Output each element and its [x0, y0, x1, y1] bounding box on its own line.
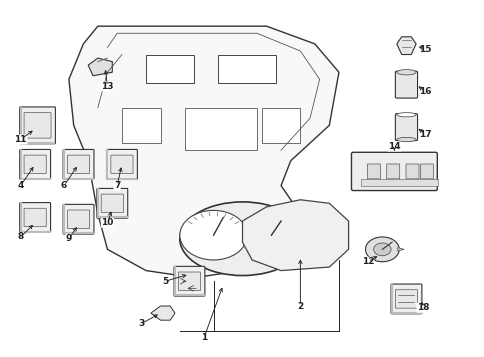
FancyBboxPatch shape	[394, 114, 417, 141]
FancyBboxPatch shape	[24, 155, 46, 174]
FancyBboxPatch shape	[63, 150, 94, 179]
Text: 7: 7	[114, 181, 120, 190]
Bar	[121, 108, 160, 143]
FancyBboxPatch shape	[111, 155, 133, 174]
FancyBboxPatch shape	[24, 208, 46, 227]
Bar	[218, 55, 276, 83]
Text: 9: 9	[65, 234, 72, 243]
Text: 16: 16	[419, 87, 431, 96]
Text: 11: 11	[15, 135, 27, 144]
Bar	[360, 179, 437, 186]
Text: 6: 6	[61, 181, 67, 190]
Ellipse shape	[396, 137, 415, 142]
FancyBboxPatch shape	[67, 210, 90, 228]
Text: 4: 4	[17, 181, 24, 190]
Text: 15: 15	[419, 45, 431, 54]
FancyBboxPatch shape	[106, 150, 137, 179]
Text: 17: 17	[419, 130, 431, 139]
FancyBboxPatch shape	[390, 284, 421, 314]
FancyBboxPatch shape	[20, 150, 50, 179]
Ellipse shape	[396, 112, 415, 117]
Text: 1: 1	[200, 333, 207, 342]
FancyBboxPatch shape	[420, 164, 433, 179]
Text: 5: 5	[162, 277, 168, 286]
FancyBboxPatch shape	[20, 107, 55, 144]
Text: 3: 3	[138, 319, 144, 328]
Circle shape	[242, 214, 300, 256]
FancyBboxPatch shape	[97, 188, 127, 218]
Ellipse shape	[180, 202, 304, 276]
Polygon shape	[69, 26, 338, 278]
Text: 13: 13	[101, 82, 113, 91]
Text: 14: 14	[387, 142, 400, 151]
FancyBboxPatch shape	[394, 290, 417, 308]
Polygon shape	[88, 58, 112, 76]
Circle shape	[365, 237, 398, 262]
FancyBboxPatch shape	[63, 204, 94, 234]
FancyBboxPatch shape	[367, 164, 379, 179]
FancyBboxPatch shape	[394, 71, 417, 98]
FancyBboxPatch shape	[405, 164, 418, 179]
Text: 12: 12	[361, 257, 373, 266]
Text: 2: 2	[297, 302, 303, 311]
Bar	[261, 108, 300, 143]
Polygon shape	[396, 37, 415, 55]
Polygon shape	[397, 247, 403, 251]
Polygon shape	[242, 200, 348, 271]
FancyBboxPatch shape	[351, 152, 437, 191]
Bar	[184, 108, 257, 150]
Circle shape	[373, 243, 390, 256]
FancyBboxPatch shape	[24, 112, 51, 138]
Text: 8: 8	[17, 232, 24, 241]
Text: 10: 10	[101, 218, 113, 227]
Ellipse shape	[396, 70, 415, 75]
FancyBboxPatch shape	[67, 155, 90, 174]
FancyBboxPatch shape	[178, 272, 200, 291]
FancyBboxPatch shape	[20, 202, 50, 232]
FancyBboxPatch shape	[174, 266, 204, 296]
Text: 18: 18	[416, 303, 429, 312]
FancyBboxPatch shape	[101, 194, 123, 212]
FancyBboxPatch shape	[386, 164, 399, 179]
Circle shape	[180, 210, 247, 260]
Polygon shape	[151, 306, 175, 320]
Bar	[146, 55, 194, 83]
